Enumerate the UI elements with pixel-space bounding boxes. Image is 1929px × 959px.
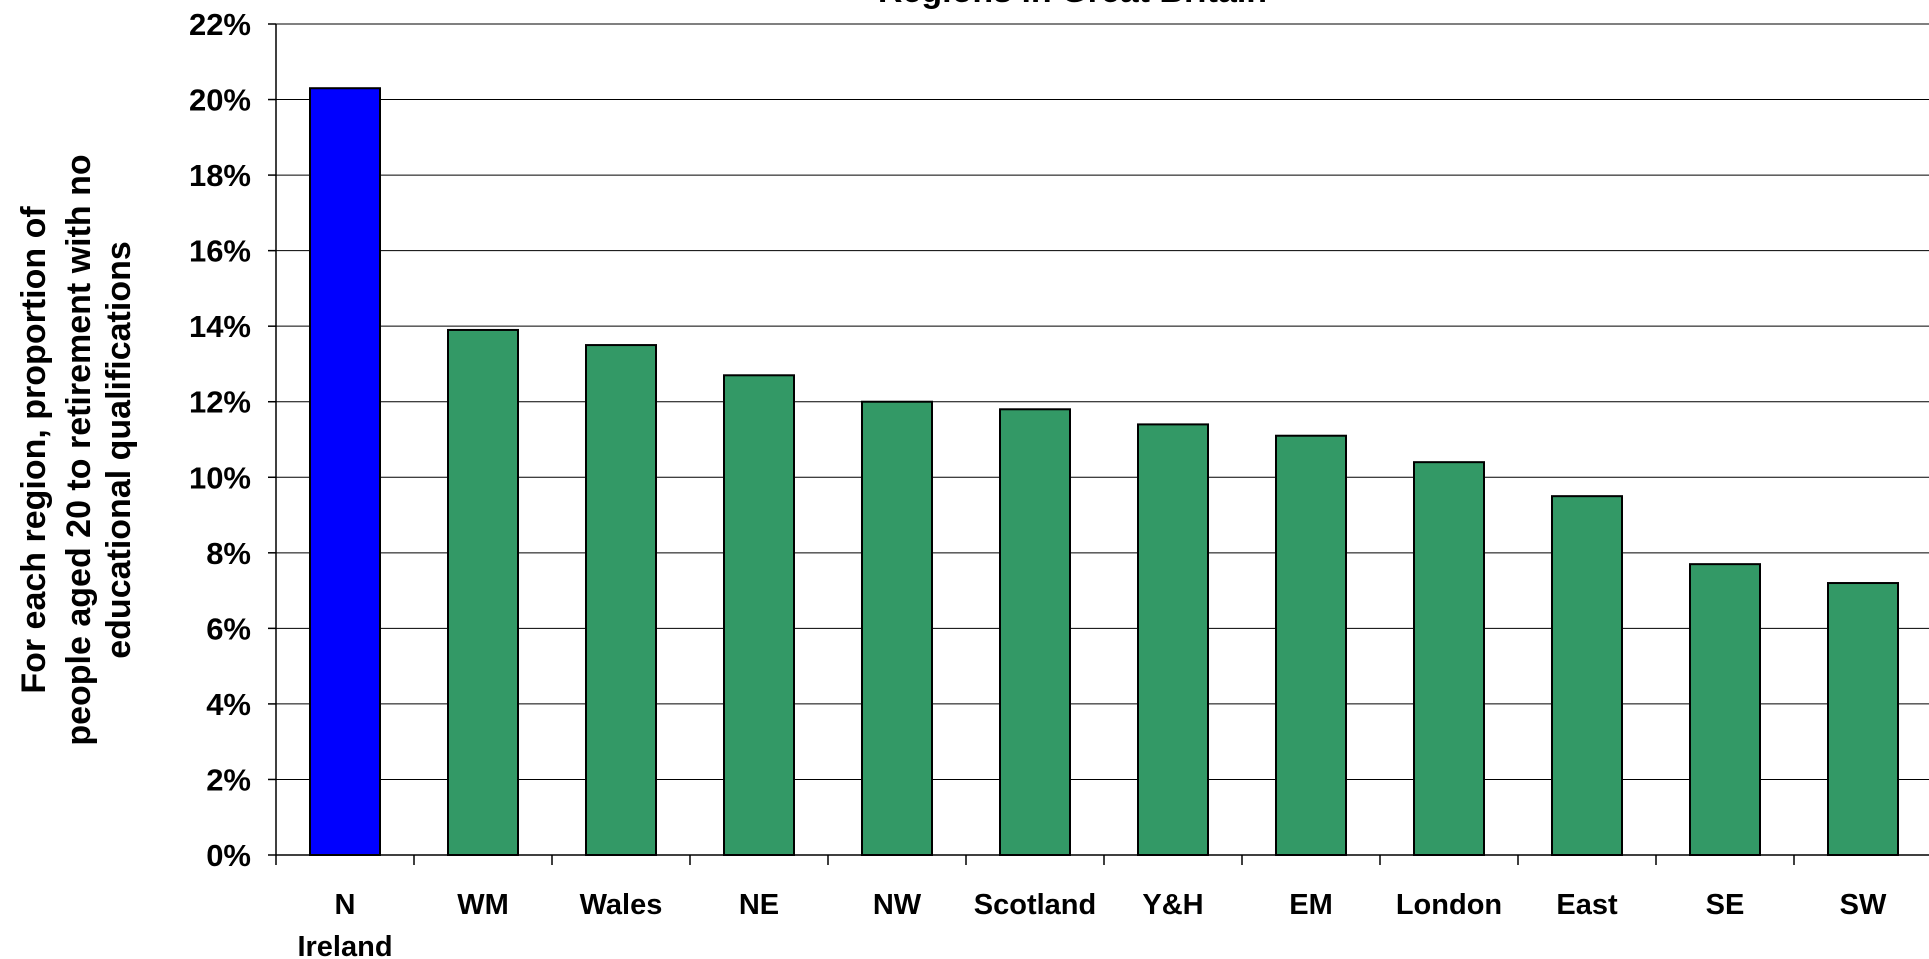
x-category-label: NE: [739, 889, 779, 921]
x-category-label: WM: [457, 889, 509, 921]
x-category-label: NW: [873, 889, 922, 921]
x-category-label: Wales: [580, 889, 663, 921]
x-category-label: East: [1556, 889, 1618, 921]
y-tick-label: 14%: [189, 309, 251, 344]
y-tick-label: 18%: [189, 158, 251, 193]
bar: [447, 328, 519, 856]
y-axis-title: For each region, proportion of: [15, 206, 53, 694]
x-category-label: Scotland: [974, 889, 1096, 921]
x-category-label: Ireland: [297, 931, 392, 959]
bar: [1689, 563, 1761, 857]
y-tick-label: 16%: [189, 234, 251, 269]
x-category-label: EM: [1289, 889, 1333, 921]
bar: [1137, 423, 1209, 856]
bar: [999, 408, 1071, 856]
bar: [1827, 582, 1899, 856]
bar: [723, 374, 795, 856]
y-tick-label: 0%: [206, 838, 251, 873]
y-tick-label: 20%: [189, 83, 251, 118]
y-tick-label: 12%: [189, 385, 251, 420]
bar: [1275, 434, 1347, 856]
bar: [585, 344, 657, 856]
y-axis-title: people aged 20 to retirement with no: [60, 154, 98, 745]
y-tick-label: 10%: [189, 460, 251, 495]
bar: [861, 400, 933, 856]
x-category-label: SE: [1706, 889, 1745, 921]
y-tick-label: 6%: [206, 611, 251, 646]
y-tick-label: 8%: [206, 536, 251, 571]
bar: [1551, 495, 1623, 856]
x-category-label: N: [335, 889, 356, 921]
y-tick-label: 2%: [206, 762, 251, 797]
x-category-label: SW: [1840, 889, 1887, 921]
x-category-label: Y&H: [1142, 889, 1203, 921]
chart-title: Regions in Great Britain: [878, 0, 1267, 10]
y-tick-label: 22%: [189, 7, 251, 42]
y-tick-label: 4%: [206, 687, 251, 722]
bar: [309, 87, 381, 857]
x-category-label: London: [1396, 889, 1502, 921]
bar: [1413, 461, 1485, 856]
y-axis-title: educational qualifications: [100, 241, 138, 659]
